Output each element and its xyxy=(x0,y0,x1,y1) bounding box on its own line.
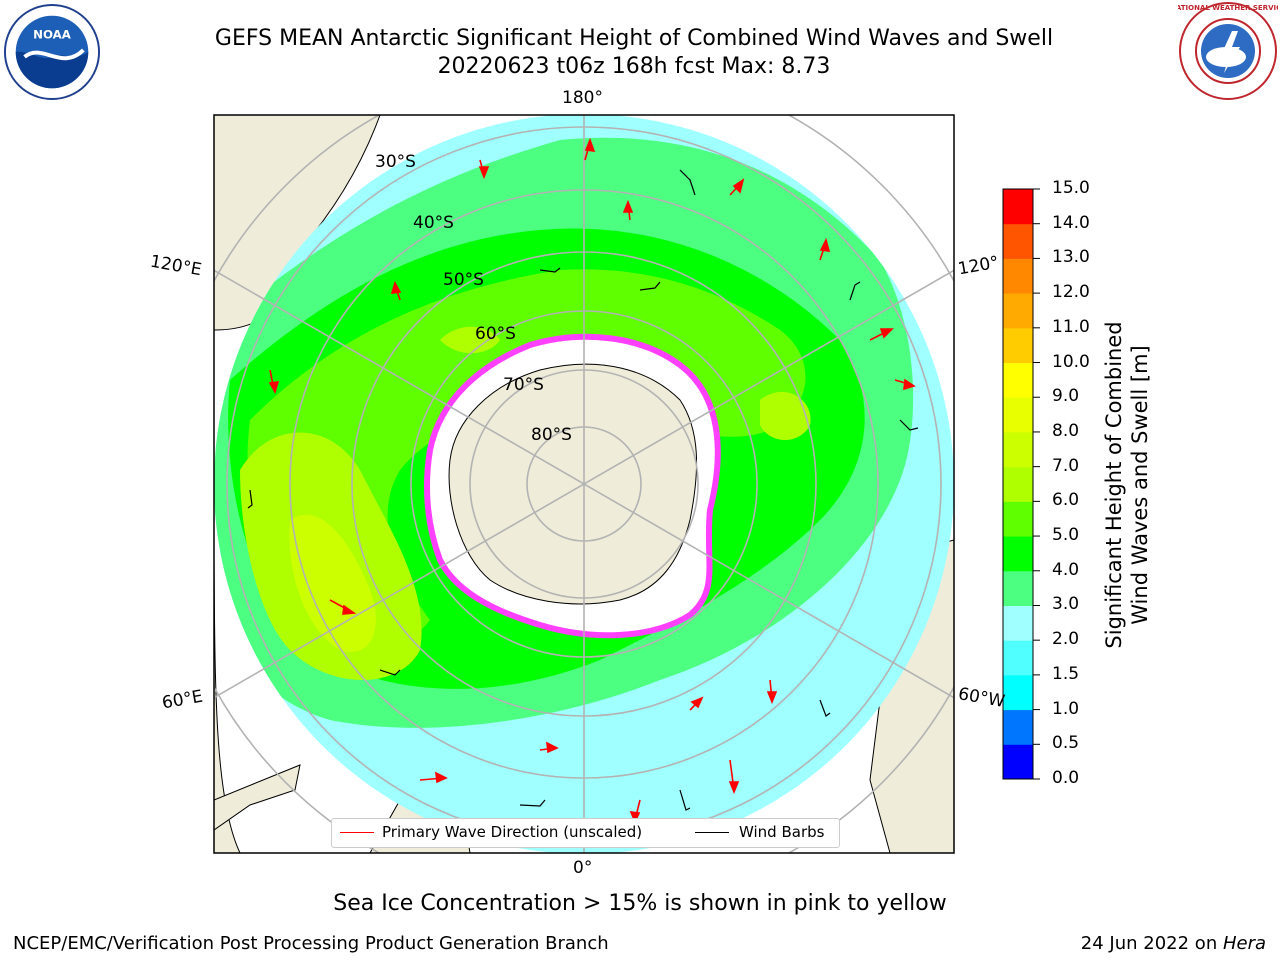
colorbar-segment xyxy=(1003,570,1033,606)
colorbar-tick-label: 15.0 xyxy=(1052,178,1090,198)
colorbar-segment xyxy=(1003,223,1033,259)
map-legend: Primary Wave Direction (unscaled) Wind B… xyxy=(331,818,840,848)
colorbar-segment xyxy=(1003,362,1033,398)
colorbar-tick-label: 8.0 xyxy=(1052,420,1080,441)
colorbar-tick-label: 14.0 xyxy=(1052,212,1090,233)
colorbar-tick-label: 9.0 xyxy=(1052,386,1080,407)
colorbar-tick-label: 5.0 xyxy=(1052,525,1080,546)
graticule xyxy=(214,115,954,853)
wave-direction-legend-label: Primary Wave Direction (unscaled) xyxy=(382,823,643,841)
wave-direction-swatch xyxy=(340,832,374,833)
wind-barb-legend-label: Wind Barbs xyxy=(739,823,825,841)
lat-label-30s: 30°S xyxy=(375,152,416,172)
sea-ice-note: Sea Ice Concentration > 15% is shown in … xyxy=(333,891,947,916)
chart-subtitle: 20220623 t06z 168h fcst Max: 8.73 xyxy=(437,54,831,79)
wave-direction-arrows xyxy=(268,137,916,825)
colorbar-tick-label: 13.0 xyxy=(1052,247,1090,268)
colorbar-segment xyxy=(1003,431,1033,468)
colorbar-tick-label: 3.0 xyxy=(1052,594,1080,615)
lat-label-40s: 40°S xyxy=(413,213,454,233)
noaa-logo: NOAA xyxy=(3,3,101,101)
colorbar-segment xyxy=(1003,536,1033,572)
colorbar-tick-label: 10.0 xyxy=(1052,351,1090,372)
colorbar-segment xyxy=(1003,674,1033,711)
footer-credit: NCEP/EMC/Verification Post Processing Pr… xyxy=(13,933,609,954)
colorbar-tick-label: 0.0 xyxy=(1052,768,1080,788)
colorbar-label-line2: Wind Waves and Swell [m] xyxy=(1128,345,1152,625)
colorbar-segment xyxy=(1003,293,1033,329)
map-frame xyxy=(213,114,955,854)
lat-label-70s: 70°S xyxy=(503,375,544,395)
colorbar-label: Significant Height of Combined Wind Wave… xyxy=(1101,321,1153,648)
colorbar-tick-label: 11.0 xyxy=(1052,316,1090,337)
footer-date: 24 Jun 2022 on Hera xyxy=(1081,933,1266,954)
colorbar-tick-label: 4.0 xyxy=(1052,559,1080,580)
antarctica-land xyxy=(448,363,698,605)
nws-logo: NATIONAL WEATHER SERVICE xyxy=(1178,2,1278,100)
colorbar-segment xyxy=(1003,327,1033,364)
colorbar-tick-label: 7.0 xyxy=(1052,455,1080,476)
colorbar-tick-label: 2.0 xyxy=(1052,629,1080,650)
lon-label-180: 180° xyxy=(562,88,603,108)
chart-title: GEFS MEAN Antarctic Significant Height o… xyxy=(214,26,1054,51)
colorbar-segment xyxy=(1003,189,1033,225)
colorbar-label-line1: Significant Height of Combined xyxy=(1102,321,1126,649)
footer-date-text: 24 Jun 2022 on xyxy=(1080,933,1223,954)
wind-barbs xyxy=(247,169,919,811)
colorbar-tick-label: 6.0 xyxy=(1052,490,1080,511)
noaa-logo-text: NOAA xyxy=(33,27,72,41)
colorbar-tick-label: 0.5 xyxy=(1052,733,1080,754)
colorbar-tick-label: 1.0 xyxy=(1052,698,1080,719)
footer-host: Hera xyxy=(1222,933,1266,954)
colorbar-segment xyxy=(1003,258,1033,294)
colorbar-tick-label: 12.0 xyxy=(1052,282,1090,303)
colorbar-segment xyxy=(1003,501,1033,537)
colorbar-tick-label: 1.5 xyxy=(1052,663,1080,684)
colorbar-segment xyxy=(1003,640,1033,676)
colorbar-segment xyxy=(1003,397,1033,433)
lat-label-80s: 80°S xyxy=(531,425,572,445)
nws-logo-text: NATIONAL WEATHER SERVICE xyxy=(1178,4,1278,12)
colorbar-segment xyxy=(1003,605,1033,641)
colorbar-segment xyxy=(1003,744,1033,780)
lon-label-0: 0° xyxy=(573,858,593,878)
lat-label-60s: 60°S xyxy=(475,324,516,344)
colorbar-segment xyxy=(1003,709,1033,745)
wave-height-field xyxy=(214,115,954,853)
colorbar-segment xyxy=(1003,466,1033,502)
lat-label-50s: 50°S xyxy=(443,270,484,290)
wind-barb-swatch xyxy=(695,832,729,833)
colorbar xyxy=(1003,188,1040,780)
